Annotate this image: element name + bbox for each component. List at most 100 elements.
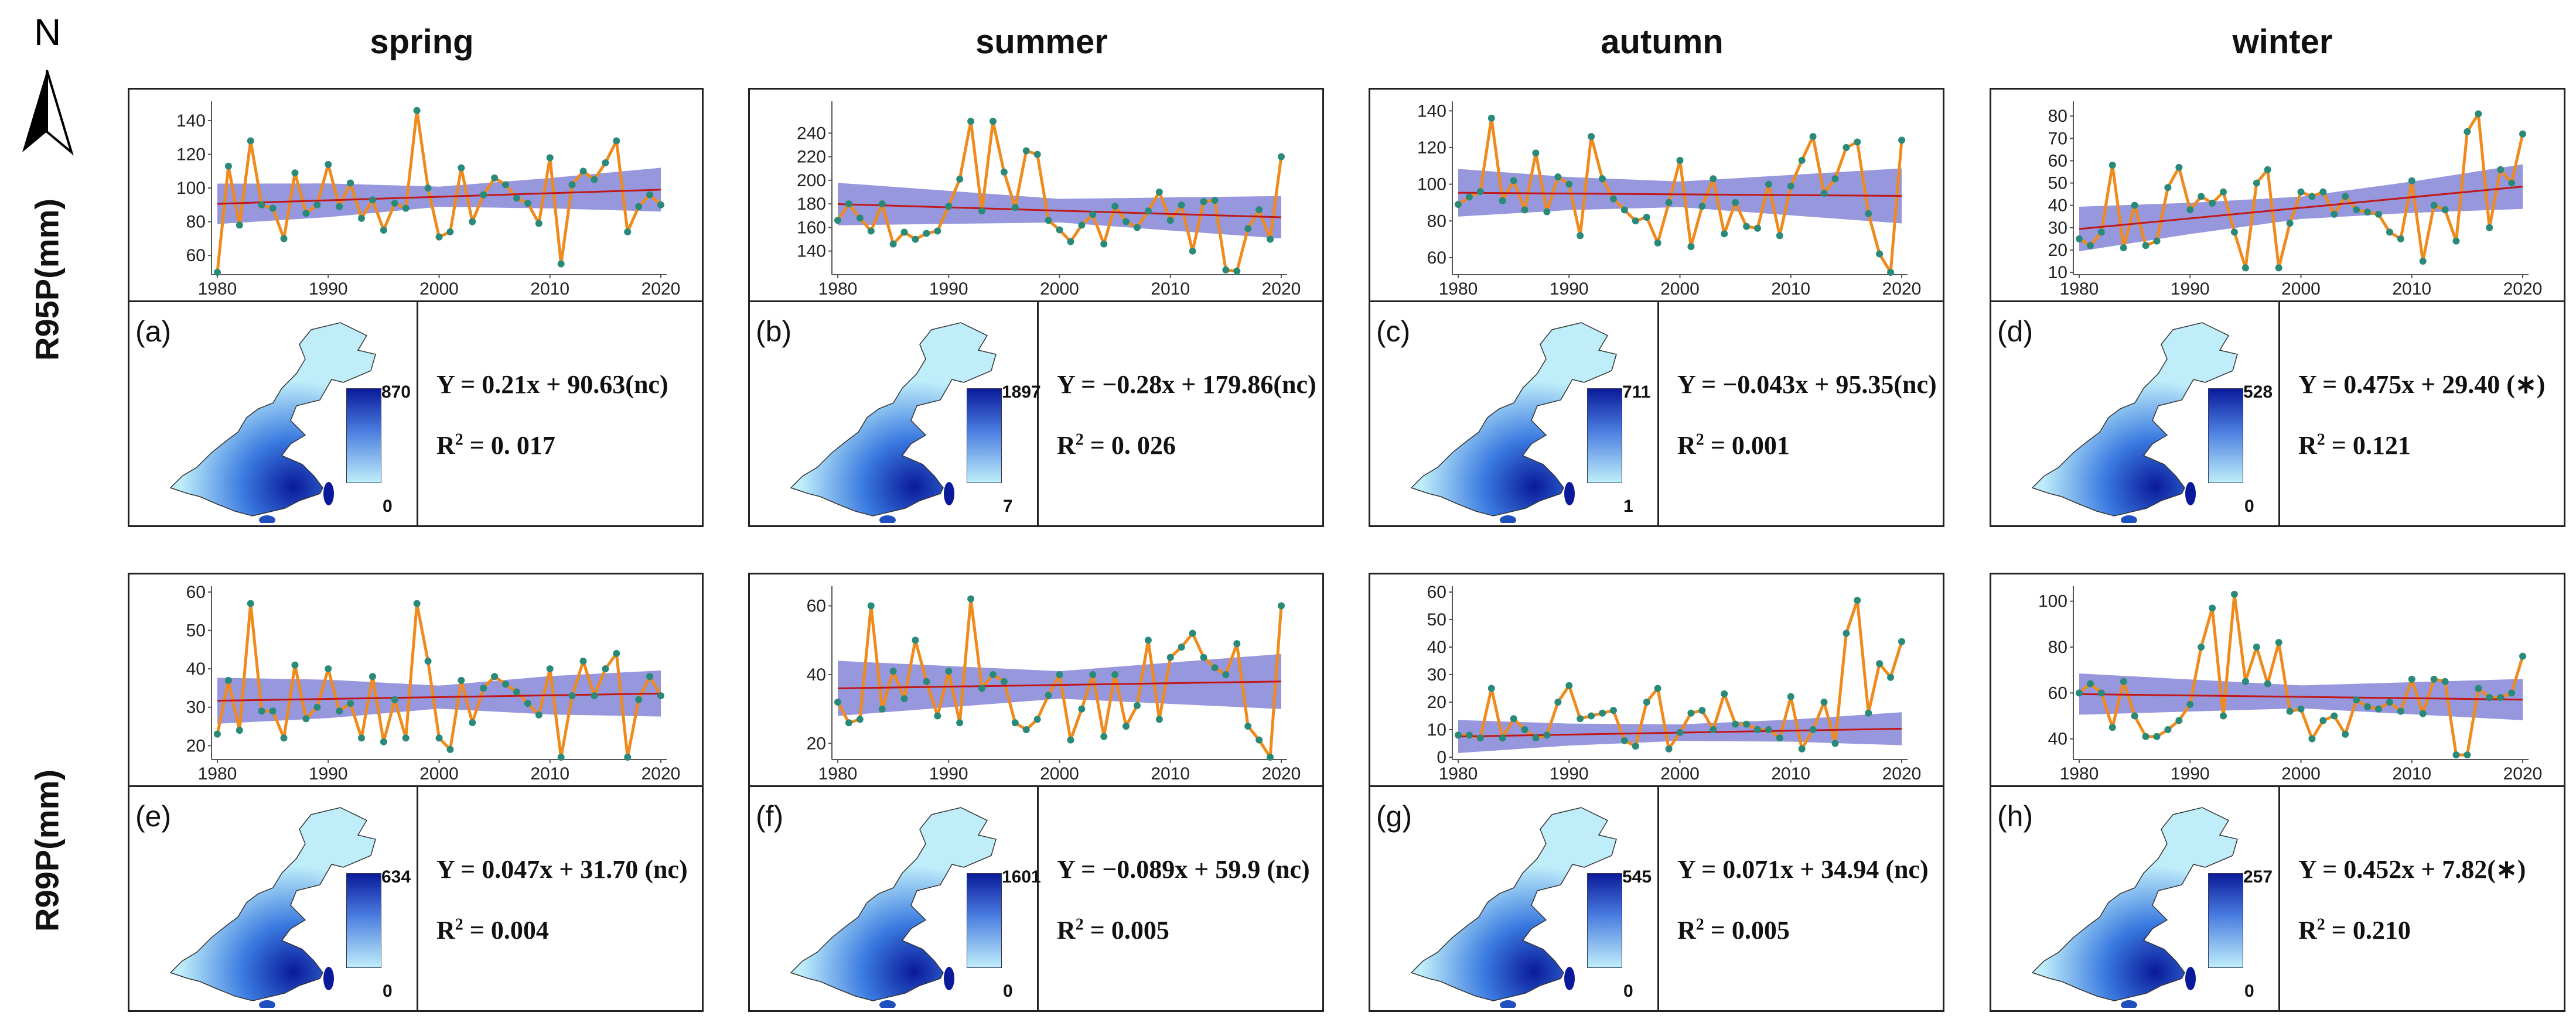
map-region: [1410, 807, 1617, 1001]
data-point: [2397, 707, 2404, 715]
regression-stats: Y = −0.28x + 179.86(nc) R2 = 0. 026: [1037, 300, 1322, 526]
data-point: [269, 204, 277, 212]
r-squared-value: = 0.005: [1710, 916, 1790, 945]
y-tick-label: 40: [1427, 638, 1446, 657]
r-squared: R2 = 0.005: [1057, 915, 1169, 945]
data-point: [923, 230, 930, 237]
trend-line: [837, 203, 1282, 218]
map-area: (f) 1601 0: [750, 785, 1041, 1011]
y-tick-label: 70: [2048, 129, 2067, 148]
r-squared-value: = 0. 017: [469, 431, 555, 460]
data-point: [1665, 199, 1673, 206]
data-point: [1465, 731, 1473, 739]
data-point: [2408, 177, 2415, 184]
x-tick-label: 1980: [2060, 764, 2099, 784]
data-point: [1078, 705, 1086, 713]
colorbar-max-label: 870: [381, 382, 411, 402]
data-point: [1144, 207, 1152, 215]
y-tick-label: 200: [797, 171, 826, 190]
timeseries-area: 20 30 40 50 60 1980 1990 2000 2010 2020: [129, 574, 702, 787]
data-point: [524, 700, 531, 707]
x-tick-label: 1990: [2171, 279, 2210, 299]
y-tick-label: 80: [1427, 211, 1446, 231]
x-tick-label: 2000: [1040, 279, 1079, 299]
data-point: [1155, 716, 1163, 723]
data-point: [1798, 156, 1806, 164]
data-point: [1643, 699, 1650, 706]
data-point: [247, 600, 254, 607]
data-point: [424, 658, 432, 665]
data-point: [1089, 671, 1097, 678]
data-point: [1056, 226, 1063, 234]
data-point: [2430, 201, 2438, 209]
y-tick-label: 20: [2048, 241, 2067, 260]
data-point: [1809, 133, 1817, 141]
data-point: [413, 600, 421, 607]
data-point: [1809, 726, 1817, 733]
y-tick-label: 30: [1427, 665, 1446, 685]
x-tick-label: 2010: [1771, 279, 1810, 299]
data-point: [878, 705, 886, 713]
data-point: [1820, 190, 1828, 197]
data-point: [1111, 671, 1119, 678]
map-region: [1410, 322, 1617, 516]
data-point: [1022, 147, 1030, 155]
data-point: [513, 688, 520, 696]
season-header-summer: summer: [975, 23, 1108, 61]
data-point: [2497, 166, 2505, 173]
data-point: [224, 162, 232, 170]
data-point: [1898, 136, 1905, 144]
data-point: [1643, 214, 1650, 221]
data-point: [602, 159, 609, 166]
data-point: [1577, 715, 1584, 723]
row-label-r95p: R95P(mm): [28, 199, 66, 361]
data-point: [557, 754, 565, 761]
data-point: [1732, 720, 1739, 728]
data-point: [1045, 692, 1052, 699]
panel-tag: (f): [756, 800, 784, 833]
y-tick-label: 180: [797, 194, 826, 214]
data-point: [878, 200, 886, 208]
map-island: [1564, 482, 1575, 505]
data-point: [2286, 707, 2294, 715]
y-tick-label: 140: [797, 242, 826, 261]
map-region: [790, 322, 997, 516]
map-island: [323, 482, 334, 505]
data-point: [1843, 143, 1850, 151]
data-point: [269, 707, 277, 715]
regression-equation: Y = 0.452x + 7.82(∗): [2298, 855, 2526, 884]
data-point: [1609, 195, 1617, 203]
data-point: [1543, 208, 1551, 216]
panel-summer-r95p: 140 160 180 200 220 240 1980 1990 2000 2010 2020 (b…: [748, 88, 1324, 527]
colorbar-min-label: 1: [1623, 497, 1633, 516]
data-point: [2164, 726, 2172, 733]
data-point: [1599, 709, 1606, 717]
china-map: [169, 807, 376, 1008]
data-point: [657, 201, 664, 208]
series-line: [2078, 593, 2524, 757]
regression-stats: Y = 0.452x + 7.82(∗) R2 = 0.210: [2278, 785, 2564, 1011]
x-tick-label: 1980: [198, 764, 237, 784]
panel-tag: (e): [135, 800, 172, 833]
data-point: [579, 167, 587, 175]
data-point: [834, 217, 841, 224]
data-point: [867, 602, 875, 610]
data-point: [258, 707, 265, 715]
data-point: [1676, 156, 1684, 164]
colorbar: [1587, 873, 1622, 968]
data-point: [2364, 703, 2372, 710]
data-point: [1011, 204, 1019, 211]
data-point: [1565, 682, 1573, 689]
data-point: [2430, 675, 2438, 683]
colorbar: [2208, 873, 2243, 968]
x-tick-label: 1980: [2060, 279, 2099, 299]
data-point: [391, 200, 398, 207]
data-point: [2198, 644, 2205, 651]
timeseries-chart: 20 30 40 50 60 1980 1990 2000 2010 2020: [186, 583, 681, 784]
data-point: [1798, 745, 1806, 752]
r-squared: R2 = 0.121: [2298, 430, 2411, 460]
data-point: [480, 191, 487, 199]
y-tick-label: 50: [1427, 610, 1446, 630]
data-point: [579, 658, 587, 665]
